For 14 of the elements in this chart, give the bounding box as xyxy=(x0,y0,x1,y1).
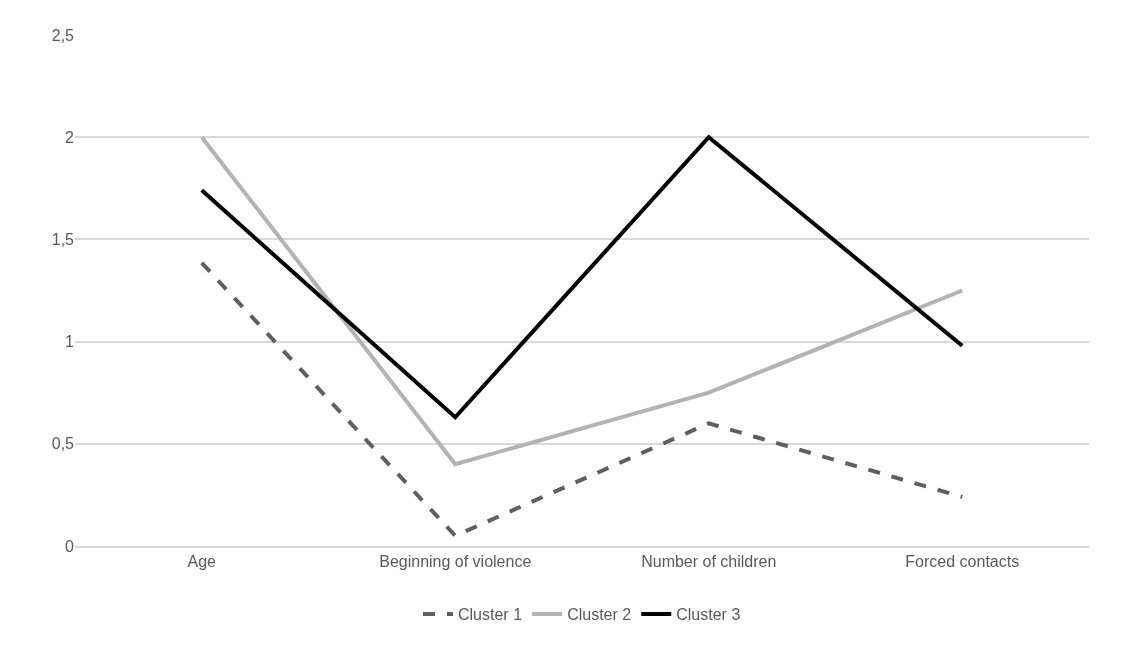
legend-label: Cluster 2 xyxy=(567,606,632,624)
x-tick-label: Forced contacts xyxy=(905,552,1020,570)
y-tick-label: 0,5 xyxy=(51,435,75,453)
x-tick-label: Age xyxy=(187,552,217,570)
y-tick-label: 1 xyxy=(65,333,75,351)
legend-label: Cluster 1 xyxy=(458,606,523,624)
y-tick-label: 0 xyxy=(65,537,75,555)
x-tick-label: Number of children xyxy=(641,552,777,570)
x-tick-label: Beginning of violence xyxy=(379,552,532,570)
y-tick-label: 2,5 xyxy=(51,26,75,44)
y-tick-label: 2 xyxy=(65,128,75,146)
line-series xyxy=(199,260,965,538)
y-tick-label: 1,5 xyxy=(51,231,75,248)
legend-label: Cluster 3 xyxy=(676,606,741,624)
